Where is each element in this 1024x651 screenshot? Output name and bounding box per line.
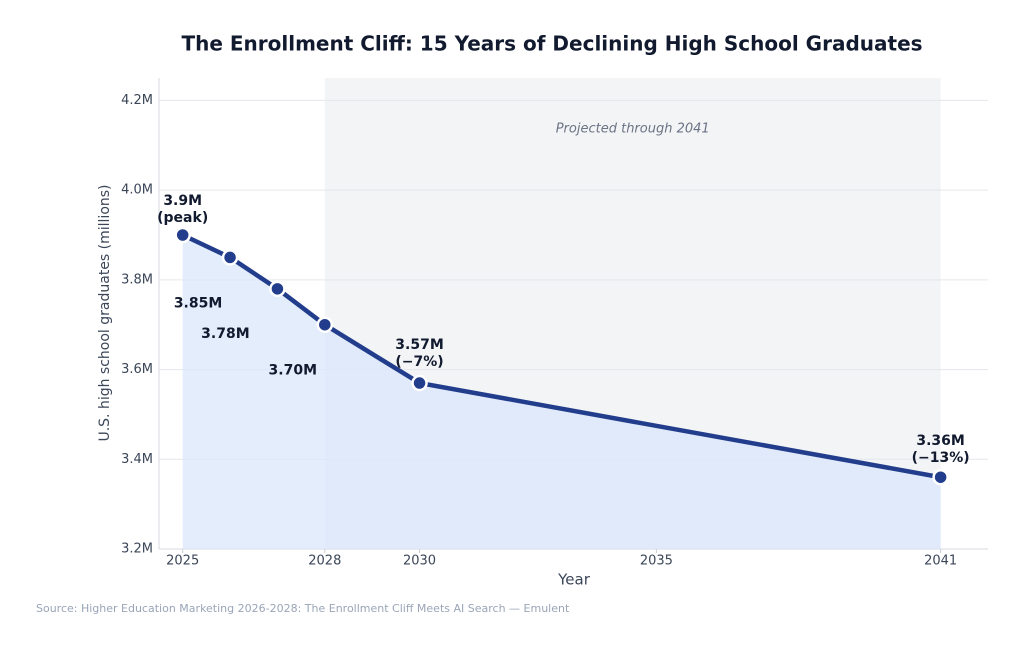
y-axis-label: U.S. high school graduates (millions) (97, 184, 113, 441)
data-label: (peak) (157, 210, 208, 226)
x-tick-label: 2028 (308, 554, 341, 569)
data-label: 3.85M (174, 295, 222, 311)
data-label: 3.36M (916, 433, 964, 449)
y-tick-label: 3.2M (121, 542, 153, 557)
data-point (932, 468, 949, 486)
x-axis-label: Year (557, 571, 591, 589)
y-tick-label: 3.6M (121, 362, 153, 377)
data-label: 3.9M (163, 193, 202, 209)
data-point (411, 374, 428, 392)
chart-title: The Enrollment Cliff: 15 Years of Declin… (181, 32, 922, 56)
data-label: (−13%) (912, 450, 970, 466)
data-label: (−7%) (395, 354, 443, 370)
data-point (174, 226, 191, 244)
x-tick-label: 2035 (640, 554, 673, 569)
data-label: 3.70M (269, 363, 317, 379)
region-label: Projected through 2041 (556, 122, 710, 137)
source-note: Source: Higher Education Marketing 2026-… (36, 602, 570, 615)
area (182, 235, 941, 549)
data-label: 3.78M (201, 326, 249, 342)
data-label: 3.57M (395, 337, 443, 353)
line (181, 232, 942, 480)
x-tick-label: 2041 (924, 554, 957, 569)
x-tick-label: 2025 (166, 554, 199, 569)
y-tick-label: 4.0M (121, 183, 153, 198)
y-tick-label: 3.8M (121, 272, 153, 287)
x-tick-label: 2030 (403, 554, 436, 569)
data-point (316, 316, 334, 333)
y-tick-label: 4.2M (121, 93, 153, 108)
data-point (269, 280, 286, 298)
y-tick-label: 3.4M (121, 452, 153, 467)
data-point (221, 249, 239, 266)
